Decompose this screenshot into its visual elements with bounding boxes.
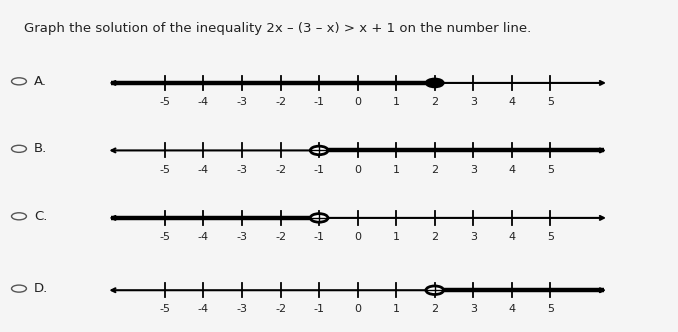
Text: A.: A.: [34, 75, 47, 88]
Text: -4: -4: [198, 232, 209, 242]
Ellipse shape: [311, 146, 328, 155]
Text: 0: 0: [354, 97, 361, 107]
Text: 3: 3: [470, 97, 477, 107]
Text: -1: -1: [314, 232, 325, 242]
Text: 5: 5: [547, 304, 554, 314]
Text: 0: 0: [354, 232, 361, 242]
Text: -5: -5: [159, 165, 170, 175]
Text: 4: 4: [508, 97, 515, 107]
Text: 5: 5: [547, 97, 554, 107]
Ellipse shape: [426, 79, 443, 87]
Text: 1: 1: [393, 232, 400, 242]
Text: -3: -3: [237, 97, 247, 107]
Text: 4: 4: [508, 232, 515, 242]
Text: -3: -3: [237, 165, 247, 175]
Text: 3: 3: [470, 232, 477, 242]
Text: -2: -2: [275, 165, 286, 175]
Text: 5: 5: [547, 232, 554, 242]
Text: 4: 4: [508, 304, 515, 314]
Text: 0: 0: [354, 304, 361, 314]
Text: 2: 2: [431, 232, 438, 242]
Ellipse shape: [311, 214, 328, 222]
Text: Graph the solution of the inequality 2x – (3 – x) > x + 1 on the number line.: Graph the solution of the inequality 2x …: [24, 22, 531, 35]
Ellipse shape: [426, 286, 443, 294]
Text: -2: -2: [275, 304, 286, 314]
Text: 1: 1: [393, 165, 400, 175]
Text: D.: D.: [34, 282, 48, 295]
Text: B.: B.: [34, 142, 47, 155]
Text: -4: -4: [198, 165, 209, 175]
Text: -2: -2: [275, 97, 286, 107]
Text: 1: 1: [393, 304, 400, 314]
Text: -1: -1: [314, 304, 325, 314]
Text: 2: 2: [431, 304, 438, 314]
Text: -3: -3: [237, 232, 247, 242]
Text: 1: 1: [393, 97, 400, 107]
Text: 2: 2: [431, 97, 438, 107]
Text: -1: -1: [314, 165, 325, 175]
Text: 3: 3: [470, 304, 477, 314]
Text: -5: -5: [159, 97, 170, 107]
Text: 0: 0: [354, 165, 361, 175]
Text: 3: 3: [470, 165, 477, 175]
Text: C.: C.: [34, 210, 47, 223]
Text: -4: -4: [198, 304, 209, 314]
Text: -1: -1: [314, 97, 325, 107]
Text: -5: -5: [159, 304, 170, 314]
Text: -5: -5: [159, 232, 170, 242]
Text: 5: 5: [547, 165, 554, 175]
Text: 4: 4: [508, 165, 515, 175]
Text: -4: -4: [198, 97, 209, 107]
Text: -3: -3: [237, 304, 247, 314]
Text: -2: -2: [275, 232, 286, 242]
Text: 2: 2: [431, 165, 438, 175]
